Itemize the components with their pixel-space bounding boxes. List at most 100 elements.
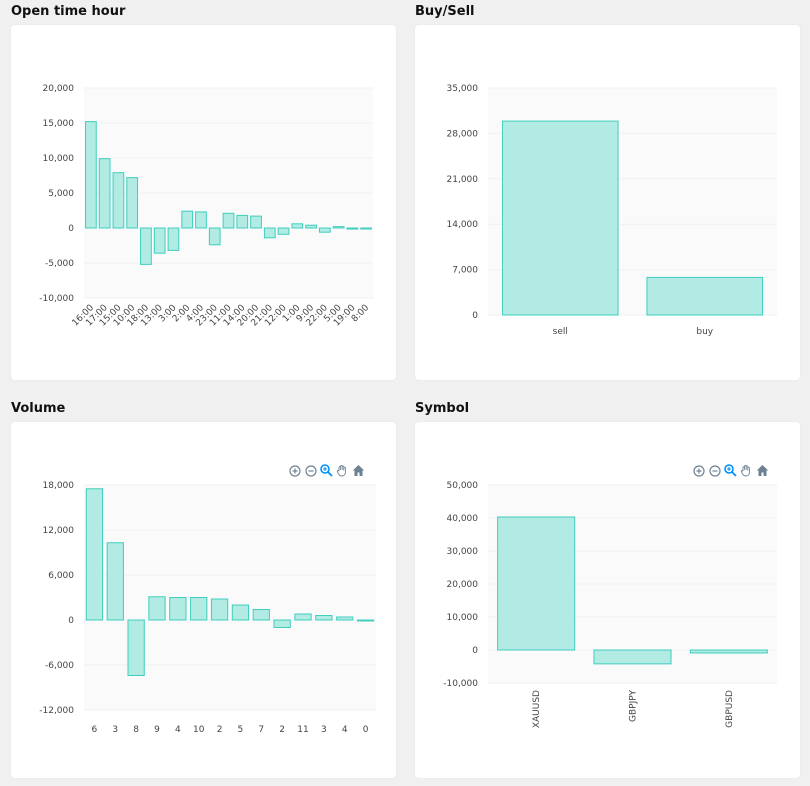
- hour-bar[interactable]: [140, 227, 152, 265]
- pan-hand-icon[interactable]: [740, 464, 753, 477]
- hour-bar[interactable]: [112, 172, 125, 229]
- volume-bar[interactable]: [294, 613, 312, 621]
- hour-y-tick-label: -5,000: [45, 259, 74, 269]
- zoom-out-icon[interactable]: [708, 464, 721, 477]
- volume-x-tick-label: 3: [321, 725, 327, 735]
- volume-x-tick-label: 2: [279, 725, 285, 735]
- hour-bar[interactable]: [291, 223, 304, 229]
- volume-y-tick-label: 0: [68, 616, 74, 626]
- volume-bar[interactable]: [190, 597, 208, 621]
- volume-x-tick-label: 5: [238, 725, 244, 735]
- volume-y-tick-label: -6,000: [45, 661, 74, 671]
- symbol-y-tick-label: 50,000: [447, 481, 479, 491]
- hour-bar[interactable]: [153, 227, 166, 254]
- volume-bar[interactable]: [85, 488, 104, 621]
- volume-bar[interactable]: [336, 616, 354, 621]
- hour-y-tick-label: 20,000: [43, 84, 75, 94]
- hour-bar[interactable]: [360, 227, 372, 230]
- volume-y-tick-label: -12,000: [39, 706, 74, 716]
- volume-bar[interactable]: [231, 604, 250, 621]
- hour-y-tick-label: 10,000: [43, 154, 75, 164]
- hour-bar[interactable]: [332, 226, 345, 229]
- buysell-x-tick-label: buy: [696, 327, 713, 337]
- zoom-out-icon[interactable]: [304, 464, 317, 477]
- volume-bar[interactable]: [210, 598, 229, 621]
- symbol-bar[interactable]: [689, 649, 768, 654]
- volume-x-tick-label: 9: [154, 725, 160, 735]
- volume-y-tick-label: 6,000: [48, 571, 74, 581]
- hour-bar[interactable]: [346, 227, 359, 230]
- symbol-bar[interactable]: [497, 516, 576, 651]
- buysell-y-tick-label: 21,000: [447, 175, 479, 185]
- volume-x-tick-label: 2: [217, 725, 223, 735]
- buysell-bar[interactable]: [501, 120, 619, 316]
- zoom-select-icon[interactable]: [320, 464, 333, 477]
- zoom-in-icon[interactable]: [288, 464, 301, 477]
- hour-bar[interactable]: [277, 227, 290, 235]
- chart-title-volume: Volume: [11, 401, 66, 416]
- chart-card-open-time-hour: 20,000 15,000 10,000 5,000 0 -5,000 -10,000 16:…: [11, 25, 396, 380]
- volume-bar[interactable]: [148, 596, 166, 621]
- buysell-y-tick-label: 28,000: [447, 129, 479, 139]
- hour-bar[interactable]: [85, 121, 97, 229]
- buysell-y-tick-label: 0: [472, 311, 478, 321]
- volume-chart-toolbar: [288, 464, 365, 477]
- symbol-x-tick-label: XAUUSD: [532, 690, 542, 728]
- buy-sell-chart: 35,000 28,000 21,000 14,000 7,000 0 sell buy: [447, 84, 777, 337]
- volume-x-tick-label: 4: [342, 725, 348, 735]
- hour-bar[interactable]: [181, 210, 194, 229]
- chart-card-symbol: 50,000 40,000 30,000 20,000 10,000 0 -10,000 XA…: [415, 422, 800, 778]
- volume-chart: 18,000 12,000 6,000 0 -6,000 -12,000 6 3 8 9 4 10 2 5…: [39, 481, 376, 735]
- hour-bar[interactable]: [250, 215, 262, 229]
- hour-bar[interactable]: [208, 227, 221, 246]
- volume-bar[interactable]: [356, 619, 375, 622]
- symbol-x-tick-label: GBPUSD: [725, 690, 735, 728]
- buysell-x-tick-label: sell: [553, 327, 568, 337]
- symbol-y-tick-label: 10,000: [447, 613, 479, 623]
- zoom-select-icon[interactable]: [724, 464, 737, 477]
- volume-bar[interactable]: [127, 619, 145, 676]
- volume-plot-area: [84, 485, 376, 710]
- hour-bar[interactable]: [263, 227, 276, 239]
- volume-x-tick-label: 4: [175, 725, 181, 735]
- volume-x-tick-label: 8: [133, 725, 139, 735]
- hour-bar[interactable]: [305, 224, 317, 229]
- hour-bar[interactable]: [222, 212, 235, 229]
- buysell-bar[interactable]: [646, 276, 764, 316]
- pan-hand-icon[interactable]: [336, 464, 349, 477]
- volume-bar[interactable]: [273, 619, 291, 628]
- chart-card-volume: 18,000 12,000 6,000 0 -6,000 -12,000 6 3 8 9 4 10 2 5…: [11, 422, 396, 778]
- hour-bar[interactable]: [98, 158, 111, 229]
- buysell-y-tick-label: 14,000: [447, 220, 479, 230]
- volume-bar[interactable]: [169, 597, 187, 621]
- hour-bar[interactable]: [318, 227, 331, 233]
- hour-bar[interactable]: [167, 227, 180, 251]
- reset-home-icon[interactable]: [352, 464, 365, 477]
- symbol-y-tick-label: 30,000: [447, 547, 479, 557]
- open-time-hour-chart: 20,00015,00010,0005,0000-5,000-10,00016:…: [39, 84, 373, 328]
- zoom-in-icon[interactable]: [692, 464, 705, 477]
- volume-x-tick-label: 3: [112, 725, 118, 735]
- hour-bar[interactable]: [126, 177, 139, 229]
- symbol-chart: 50,000 40,000 30,000 20,000 10,000 0 -10,000 XA…: [443, 481, 777, 728]
- reset-home-icon[interactable]: [756, 464, 769, 477]
- chart-title-buy-sell: Buy/Sell: [415, 4, 475, 19]
- volume-bar[interactable]: [106, 542, 124, 621]
- hour-y-tick-label: 0: [68, 224, 74, 234]
- volume-x-tick-label: 11: [297, 725, 308, 735]
- volume-x-tick-label: 0: [363, 725, 369, 735]
- volume-x-tick-label: 10: [193, 725, 205, 735]
- buysell-y-tick-label: 35,000: [447, 84, 479, 94]
- volume-bar[interactable]: [315, 615, 333, 621]
- symbol-y-tick-label: 0: [472, 646, 478, 656]
- hour-bar[interactable]: [236, 214, 249, 229]
- symbol-chart-toolbar: [692, 464, 769, 477]
- volume-x-tick-label: 6: [92, 725, 98, 735]
- symbol-y-tick-label: 20,000: [447, 580, 479, 590]
- symbol-bar[interactable]: [593, 649, 672, 665]
- hour-y-tick-label: -10,000: [39, 294, 74, 304]
- symbol-y-tick-label: 40,000: [447, 514, 479, 524]
- hour-bar[interactable]: [195, 211, 207, 229]
- volume-bar[interactable]: [252, 609, 270, 621]
- chart-card-buy-sell: 35,000 28,000 21,000 14,000 7,000 0 sell buy: [415, 25, 800, 380]
